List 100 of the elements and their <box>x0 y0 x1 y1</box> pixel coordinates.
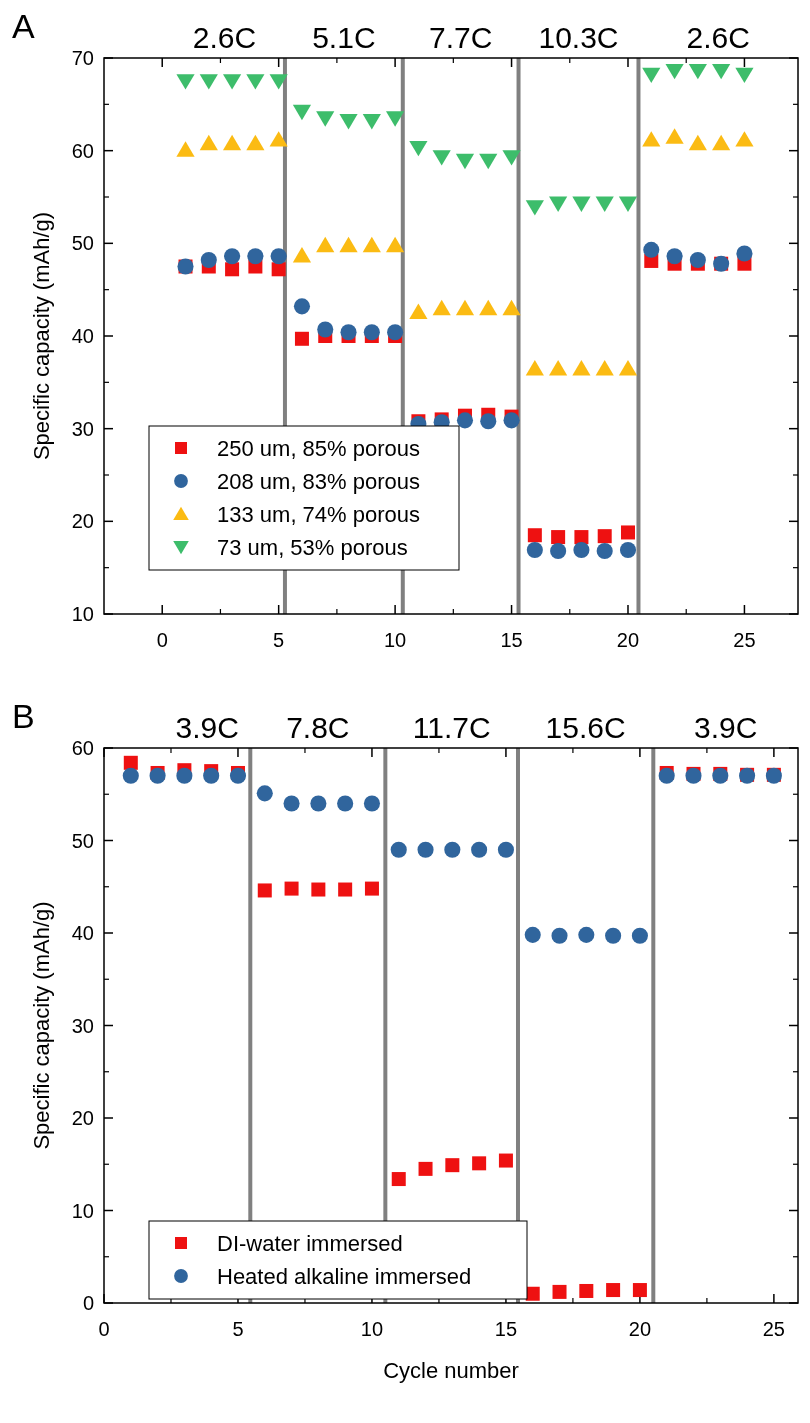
point <box>390 841 407 858</box>
x-tick-label: 25 <box>762 1318 786 1340</box>
point <box>573 542 590 559</box>
point <box>597 529 612 544</box>
point <box>689 251 706 269</box>
point <box>524 926 541 943</box>
point <box>199 134 218 151</box>
point <box>479 299 498 316</box>
point <box>222 134 242 151</box>
point <box>224 248 241 265</box>
point <box>736 245 753 262</box>
point <box>596 542 613 560</box>
point <box>271 262 286 277</box>
point <box>642 67 661 84</box>
point <box>386 111 405 127</box>
y-tick-label: 10 <box>71 603 94 625</box>
point <box>502 299 521 316</box>
point <box>631 927 648 944</box>
point <box>417 841 434 858</box>
y-axis-title: Specific capacity (mAh/g) <box>29 211 54 461</box>
point <box>123 755 138 770</box>
point <box>444 841 461 858</box>
point <box>643 241 660 258</box>
point <box>620 525 635 540</box>
point <box>503 412 520 429</box>
point <box>311 882 326 897</box>
point <box>471 841 488 858</box>
point <box>432 150 451 166</box>
point <box>246 134 265 151</box>
point <box>525 360 544 376</box>
point <box>619 542 637 559</box>
point <box>578 926 595 943</box>
point <box>122 767 139 784</box>
point <box>688 63 707 80</box>
point <box>339 114 358 130</box>
point <box>618 360 638 376</box>
point <box>595 196 614 212</box>
point <box>391 1172 406 1187</box>
point <box>665 128 684 144</box>
point <box>316 236 335 253</box>
text: 2.6C <box>192 21 257 54</box>
point <box>549 360 568 376</box>
text: 2.6C <box>686 21 750 54</box>
text: 5.1C <box>312 21 376 54</box>
point <box>632 1283 647 1298</box>
y-tick-label: 0 <box>82 1292 94 1314</box>
y-tick-label: 20 <box>71 510 94 533</box>
point <box>317 321 334 338</box>
legend-label: 250 um, 85% porous <box>217 436 421 461</box>
point <box>572 360 591 376</box>
point <box>337 795 354 812</box>
point <box>293 298 310 315</box>
point <box>310 795 327 812</box>
y-tick-label: 40 <box>71 922 94 944</box>
point <box>225 262 240 277</box>
point <box>363 324 380 341</box>
point <box>176 74 195 90</box>
point <box>284 881 299 896</box>
x-tick-label: 5 <box>273 629 285 651</box>
x-tick-label: 5 <box>232 1318 244 1340</box>
point <box>527 528 542 543</box>
point <box>595 360 614 376</box>
x-tick-label: 10 <box>360 1318 384 1340</box>
point <box>269 74 288 90</box>
point <box>445 1158 460 1173</box>
point <box>549 196 568 212</box>
point <box>340 324 357 341</box>
y-tick-label: 10 <box>71 1199 94 1222</box>
point <box>270 248 287 265</box>
y-tick-label: 30 <box>71 1014 94 1037</box>
point <box>338 882 353 897</box>
point <box>176 767 193 784</box>
chart-title: A <box>12 7 35 45</box>
y-tick-label: 70 <box>71 47 94 69</box>
x-axis-title: Cycle number <box>383 1358 519 1383</box>
point <box>526 542 543 559</box>
legend-label: 208 um, 83% porous <box>217 469 421 494</box>
y-tick-label: 20 <box>71 1107 94 1129</box>
point <box>606 1283 621 1298</box>
point <box>618 196 638 212</box>
point <box>502 150 521 166</box>
point <box>658 767 675 784</box>
x-tick-label: 20 <box>628 1318 652 1340</box>
point <box>551 530 566 545</box>
point <box>149 767 166 784</box>
point <box>666 248 683 265</box>
point <box>418 1161 433 1176</box>
text: 11.7C <box>412 711 491 744</box>
point <box>362 114 381 130</box>
point <box>387 324 404 341</box>
point <box>432 299 451 316</box>
point <box>735 67 754 84</box>
point <box>339 236 358 253</box>
y-axis-title: Specific capacity (mAh/g) <box>29 901 54 1150</box>
point <box>455 299 475 316</box>
point <box>455 153 475 170</box>
text: 7.7C <box>428 21 493 54</box>
point <box>247 248 264 265</box>
point <box>579 1283 594 1298</box>
text: 10.3C <box>538 21 619 54</box>
